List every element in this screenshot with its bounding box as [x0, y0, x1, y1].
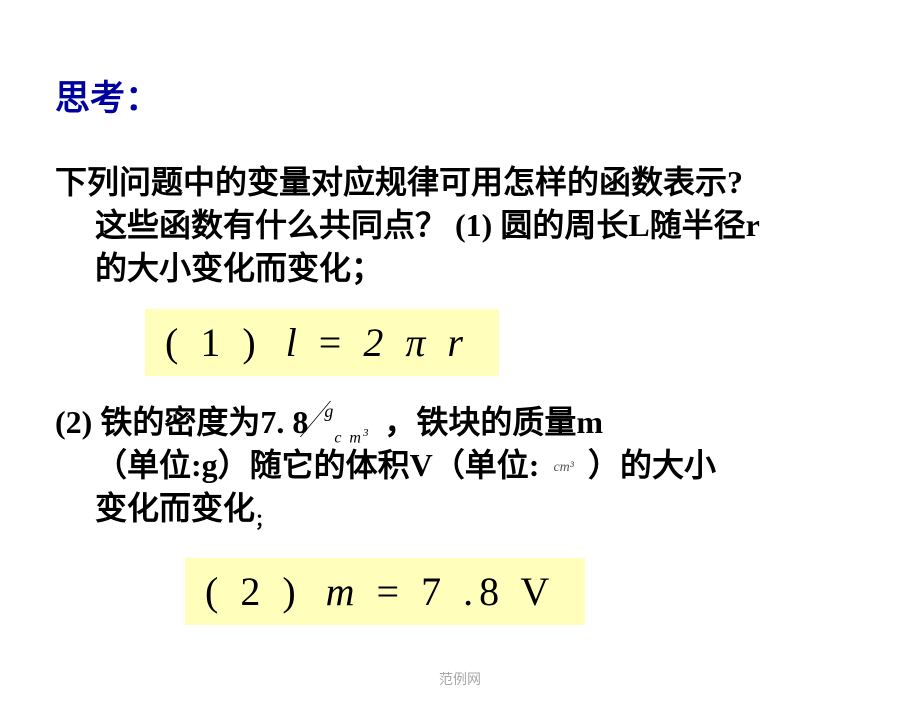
p2-line-1: (2) 铁的密度为7. 8 g c m3 ，铁块的质量m [55, 401, 880, 444]
p3-text: （单位:g）随它的体积V（单位: [95, 447, 539, 483]
equation-1: ( 1 ) l = 2 π r [145, 309, 499, 376]
equation-1-wrap: ( 1 ) l = 2 π r [145, 309, 880, 376]
intro-line-1: 下列问题中的变量对应规律可用怎样的函数表示? [55, 161, 880, 204]
slide-heading: 思考： [55, 70, 880, 121]
p2-line-2: （单位:g）随它的体积V（单位: cm³ ）的大小 [55, 444, 880, 487]
intro-line-2: 这些函数有什么共同点？ (1) 圆的周长L随半径r [55, 204, 880, 247]
sub-semicolon: ； [255, 510, 273, 530]
slide-content: 思考： 下列问题中的变量对应规律可用怎样的函数表示? 这些函数有什么共同点？ (… [0, 0, 920, 701]
eq1-num: ( 1 ) [165, 320, 262, 365]
eq1-eq: = [319, 320, 364, 365]
problem-2-text: (2) 铁的密度为7. 8 g c m3 ，铁块的质量m （单位:g）随它的体积… [55, 401, 880, 533]
intro-line-3: 的大小变化而变化； [55, 247, 880, 290]
eq2-rhs: 7 .8 V [421, 569, 555, 614]
eq2-num: ( 2 ) [205, 569, 302, 614]
eq1-rhs: 2 π r [363, 320, 469, 365]
p4-text: 变化而变化 [95, 490, 255, 526]
density-unit: g c m3 [316, 409, 376, 441]
equation-2-wrap: ( 2 ) m = 7 .8 V [185, 558, 880, 625]
eq1-l: l [286, 320, 303, 365]
equation-2: ( 2 ) m = 7 .8 V [185, 558, 585, 625]
p2-start: (2) 铁的密度为7. 8 [55, 404, 308, 440]
unit-cm3: c m3 [334, 426, 370, 449]
cm3-inline: cm³ [553, 459, 574, 478]
intro-text: 下列问题中的变量对应规律可用怎样的函数表示? 这些函数有什么共同点？ (1) 圆… [55, 161, 880, 291]
p2-after: ，铁块的质量m [384, 404, 603, 440]
p2-line-3: 变化而变化； [55, 487, 880, 533]
footer-watermark: 范例网 [439, 669, 481, 689]
p3-end: ）的大小 [588, 447, 716, 483]
eq2-m: m [326, 569, 361, 614]
eq2-eq: = [377, 569, 422, 614]
